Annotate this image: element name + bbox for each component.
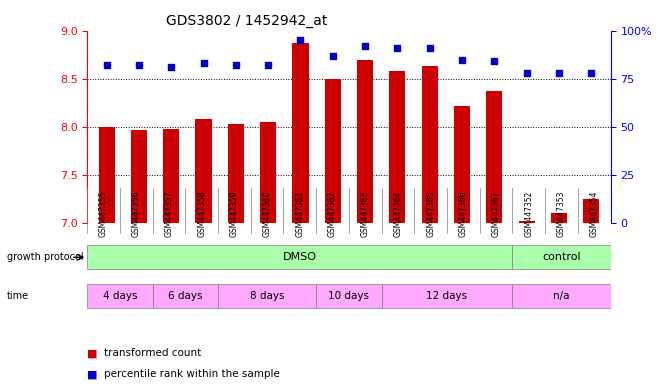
Text: GSM447352: GSM447352	[524, 190, 533, 237]
Text: 10 days: 10 days	[328, 291, 370, 301]
Point	[134, 62, 144, 68]
Bar	[551, 213, 567, 223]
Bar	[131, 130, 147, 223]
Point	[360, 43, 370, 49]
Point	[424, 45, 435, 51]
Bar	[325, 79, 341, 223]
Bar	[163, 129, 179, 223]
Point	[295, 37, 306, 43]
Point	[392, 45, 403, 51]
Point	[489, 58, 500, 65]
Text: percentile rank within the sample: percentile rank within the sample	[104, 369, 280, 379]
Point	[554, 70, 564, 76]
FancyBboxPatch shape	[513, 283, 611, 308]
Text: ■: ■	[87, 348, 98, 358]
FancyBboxPatch shape	[382, 283, 513, 308]
Text: GSM447360: GSM447360	[262, 190, 272, 237]
Point	[263, 62, 274, 68]
Point	[457, 56, 468, 63]
Text: GSM447358: GSM447358	[197, 190, 206, 237]
Text: GSM447353: GSM447353	[557, 190, 566, 237]
Point	[101, 62, 112, 68]
Text: 8 days: 8 days	[250, 291, 285, 301]
FancyBboxPatch shape	[153, 283, 218, 308]
Text: GSM447366: GSM447366	[459, 190, 468, 237]
Text: transformed count: transformed count	[104, 348, 201, 358]
Text: time: time	[7, 291, 29, 301]
Text: GDS3802 / 1452942_at: GDS3802 / 1452942_at	[166, 14, 327, 28]
Text: GSM447367: GSM447367	[492, 190, 501, 237]
Text: DMSO: DMSO	[283, 252, 317, 262]
Bar	[421, 66, 437, 223]
Text: GSM447362: GSM447362	[328, 190, 337, 237]
Bar	[357, 60, 373, 223]
Text: GSM447357: GSM447357	[164, 190, 174, 237]
Point	[230, 62, 241, 68]
Point	[327, 53, 338, 59]
FancyBboxPatch shape	[513, 245, 611, 270]
FancyBboxPatch shape	[87, 245, 513, 270]
Text: 6 days: 6 days	[168, 291, 203, 301]
Bar	[227, 124, 244, 223]
Bar	[486, 91, 503, 223]
Text: control: control	[542, 252, 581, 262]
Bar	[260, 122, 276, 223]
Point	[521, 70, 532, 76]
Text: GSM447364: GSM447364	[393, 190, 403, 237]
Text: GSM447365: GSM447365	[426, 190, 435, 237]
Point	[166, 64, 176, 70]
Bar	[583, 199, 599, 223]
Point	[586, 70, 597, 76]
Text: n/a: n/a	[554, 291, 570, 301]
Text: ■: ■	[87, 369, 98, 379]
Text: GSM447356: GSM447356	[132, 190, 141, 237]
Bar	[519, 221, 535, 223]
FancyBboxPatch shape	[316, 283, 382, 308]
Bar	[99, 127, 115, 223]
Bar	[195, 119, 211, 223]
FancyBboxPatch shape	[87, 283, 153, 308]
Bar	[293, 43, 309, 223]
Bar	[454, 106, 470, 223]
Text: GSM447355: GSM447355	[99, 190, 108, 237]
Text: GSM447359: GSM447359	[230, 190, 239, 237]
Text: GSM447354: GSM447354	[590, 190, 599, 237]
Text: 4 days: 4 days	[103, 291, 137, 301]
Point	[198, 60, 209, 66]
Text: 12 days: 12 days	[427, 291, 468, 301]
Text: GSM447361: GSM447361	[295, 190, 305, 237]
Text: GSM447363: GSM447363	[361, 190, 370, 237]
Bar	[389, 71, 405, 223]
FancyBboxPatch shape	[218, 283, 316, 308]
Text: growth protocol: growth protocol	[7, 252, 83, 262]
